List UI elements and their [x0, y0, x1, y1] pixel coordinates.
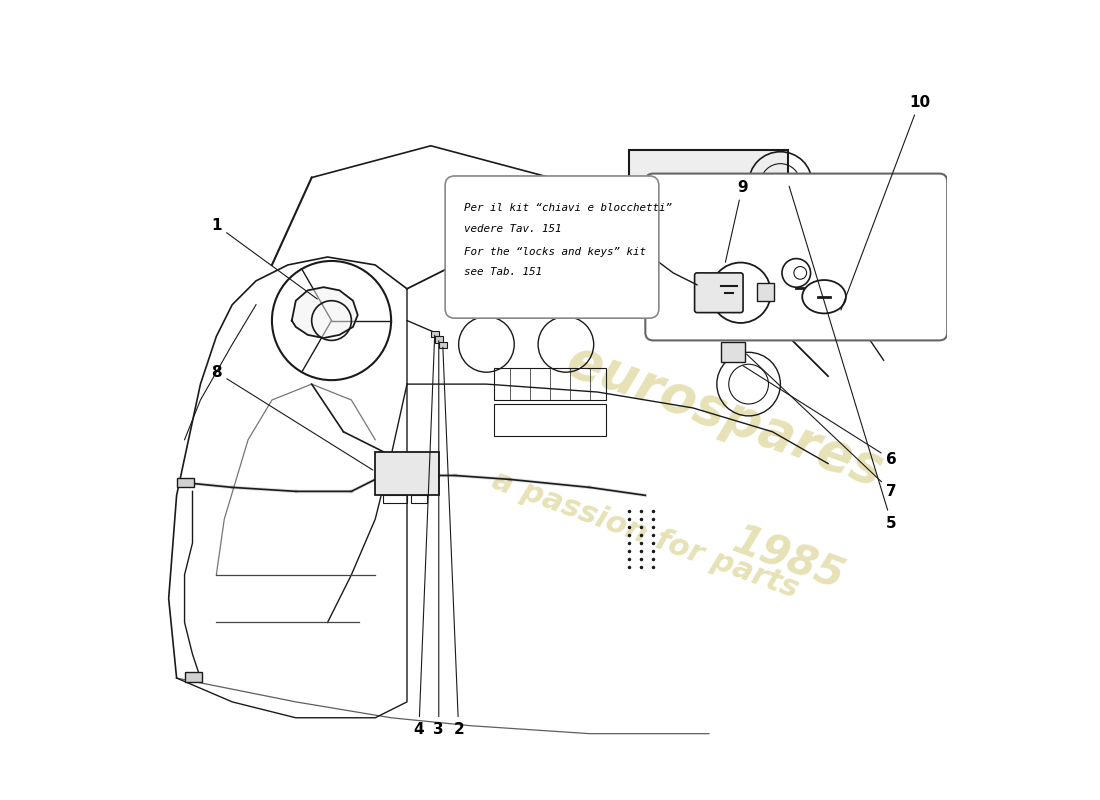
Text: 6: 6	[742, 366, 896, 467]
Bar	[177, 478, 194, 487]
Text: 8: 8	[211, 365, 373, 470]
Text: 3: 3	[433, 341, 444, 737]
Text: 10: 10	[842, 94, 930, 310]
Text: 2: 2	[443, 347, 464, 737]
Text: 5: 5	[789, 186, 896, 530]
Bar	[434, 337, 442, 342]
Text: 1985: 1985	[727, 519, 850, 598]
Text: a passion for parts: a passion for parts	[488, 466, 803, 604]
Bar	[629, 150, 789, 218]
FancyBboxPatch shape	[694, 273, 744, 313]
FancyBboxPatch shape	[446, 176, 659, 318]
Text: Per il kit “chiavi e blocchetti”: Per il kit “chiavi e blocchetti”	[464, 203, 672, 213]
Bar	[720, 342, 745, 362]
FancyBboxPatch shape	[646, 174, 947, 341]
Bar	[494, 404, 606, 436]
Text: 1: 1	[211, 218, 318, 299]
Text: eurospares: eurospares	[559, 334, 890, 498]
Text: 7: 7	[747, 354, 896, 499]
Bar	[439, 342, 447, 348]
Bar	[757, 283, 774, 301]
Text: vedere Tav. 151: vedere Tav. 151	[464, 224, 562, 234]
Bar	[431, 331, 439, 338]
Text: see Tab. 151: see Tab. 151	[464, 267, 542, 278]
Bar	[411, 495, 427, 503]
Text: 4: 4	[414, 335, 435, 737]
Bar	[375, 452, 439, 495]
Bar	[494, 368, 606, 400]
Bar	[383, 495, 407, 503]
Text: 9: 9	[725, 179, 748, 262]
Text: For the “locks and keys” kit: For the “locks and keys” kit	[464, 247, 646, 258]
Bar	[185, 673, 202, 682]
Ellipse shape	[802, 280, 846, 314]
Polygon shape	[292, 287, 358, 338]
